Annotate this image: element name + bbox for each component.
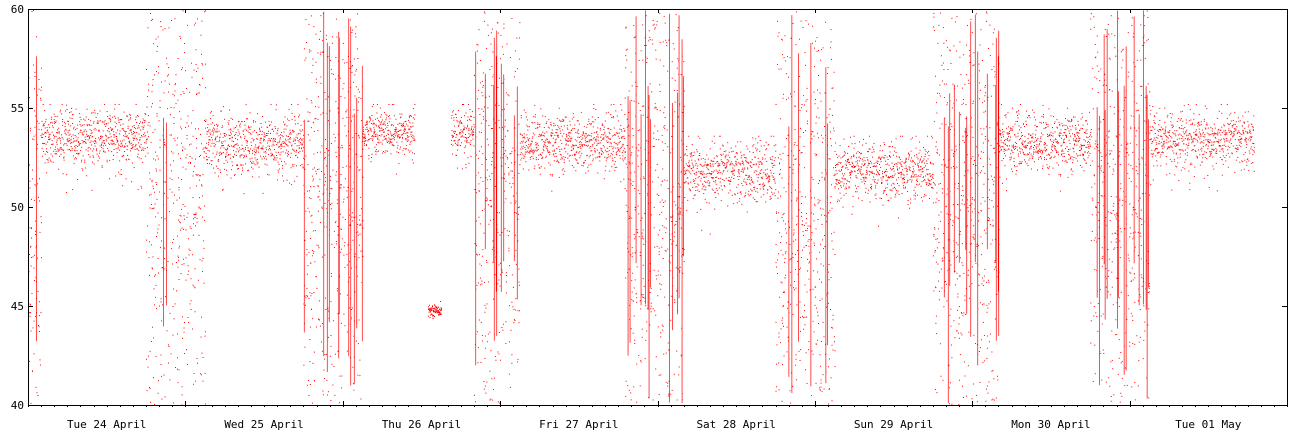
series-segment bbox=[362, 104, 416, 175]
series-segment bbox=[998, 104, 1091, 192]
x-tick-label: Sat 28 April bbox=[696, 418, 775, 431]
series-segment bbox=[932, 9, 1000, 406]
axes: 40 45 50 55 60 Tue 24 April Wed 25 April Thu 26… bbox=[11, 3, 1288, 431]
series-segment bbox=[41, 104, 147, 194]
series-segment bbox=[834, 135, 934, 227]
series-segment bbox=[624, 9, 685, 406]
x-tick-label: Wed 25 April bbox=[224, 418, 303, 431]
x-tick-label: Mon 30 April bbox=[1011, 418, 1090, 431]
series-segment bbox=[775, 9, 836, 406]
x-tick-label: Thu 26 April bbox=[382, 418, 461, 431]
y-tick-label: 50 bbox=[11, 201, 24, 214]
series-segment bbox=[1090, 9, 1151, 406]
series-segment bbox=[473, 9, 521, 406]
y-tick-label: 60 bbox=[11, 3, 24, 16]
y-tick-label: 40 bbox=[11, 399, 24, 412]
x-tick-label: Fri 27 April bbox=[539, 418, 618, 431]
x-tick-label: Tue 24 April bbox=[67, 418, 146, 431]
series-points bbox=[28, 9, 1255, 406]
y-tick-label: 55 bbox=[11, 102, 24, 115]
data-series bbox=[28, 9, 1255, 406]
series-segment bbox=[205, 104, 305, 195]
x-tick-label: Sun 29 April bbox=[854, 418, 933, 431]
series-segment bbox=[1149, 104, 1255, 192]
series-segment bbox=[146, 9, 207, 406]
series-segment bbox=[519, 104, 626, 192]
plot-frame bbox=[28, 9, 1288, 406]
y-tick-label: 45 bbox=[11, 300, 24, 313]
series-segment bbox=[303, 9, 364, 406]
series-segment bbox=[427, 301, 442, 320]
x-tick-label: Tue 01 May bbox=[1175, 418, 1242, 431]
series-segment bbox=[450, 104, 475, 170]
series-segment bbox=[683, 135, 777, 235]
